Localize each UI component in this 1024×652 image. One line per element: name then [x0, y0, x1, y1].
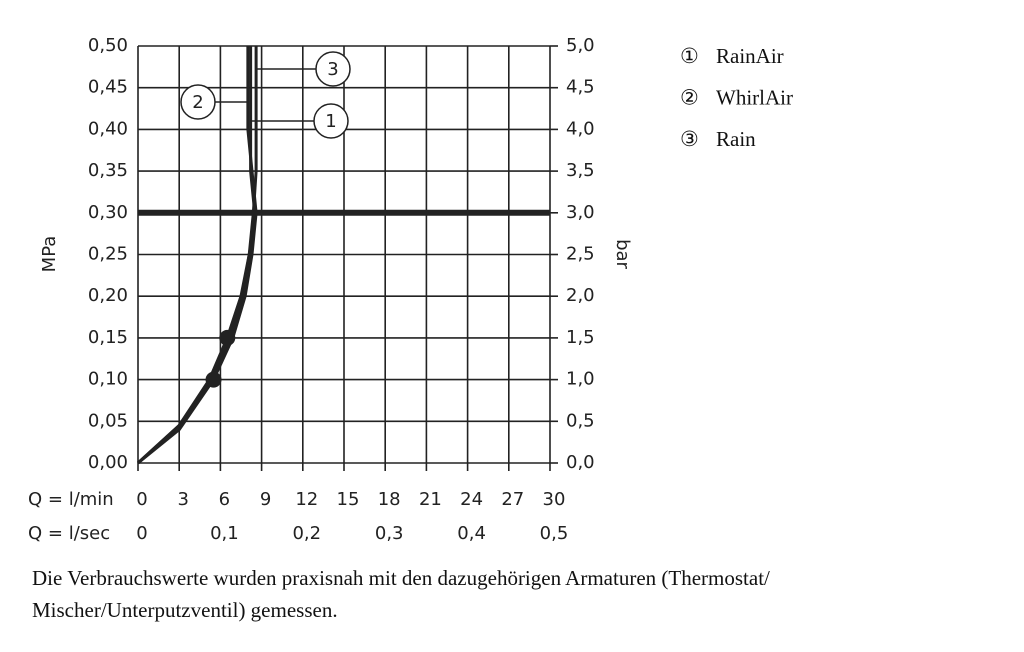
x2-tick-label: 0,2: [292, 523, 321, 544]
x2-tick-label: 0,1: [210, 523, 239, 544]
y2-tick-label: 3,0: [566, 202, 595, 223]
legend-symbol: ③: [680, 127, 699, 151]
x-tick-label: 21: [419, 489, 442, 510]
y-tick-label: 0,10: [88, 369, 128, 390]
note-line: Mischer/Unterputzventil) gemessen.: [32, 598, 338, 622]
callout-label: 3: [327, 59, 338, 80]
y-tick-label: 0,25: [88, 244, 128, 265]
x-tick-label: 9: [260, 489, 271, 510]
marker-point: [205, 371, 222, 388]
marker-point: [219, 329, 236, 346]
x-axis-label: Q = l/min: [28, 489, 114, 510]
legend-label: Rain: [716, 127, 756, 151]
y-tick-label: 0,00: [88, 452, 128, 473]
y2-axis-label: bar: [612, 239, 633, 269]
callout-circle: [313, 103, 349, 139]
x-tick-label: 3: [177, 489, 188, 510]
y-tick-label: 0,05: [88, 410, 128, 431]
callout-label: 2: [192, 92, 203, 113]
y2-tick-label: 4,0: [566, 118, 595, 139]
x-tick-label: 18: [378, 489, 401, 510]
callout-label: 1: [325, 111, 336, 132]
legend-label: WhirlAir: [716, 85, 793, 109]
y-axis-label: MPa: [39, 236, 60, 273]
x2-tick-label: 0,3: [375, 523, 404, 544]
x2-axis-label: Q = l/sec: [28, 523, 110, 544]
legend-symbol: ②: [680, 85, 699, 109]
y2-tick-label: 0,5: [566, 410, 595, 431]
series-line: [137, 46, 258, 465]
y2-tick-label: 2,0: [566, 285, 595, 306]
y2-tick-label: 2,5: [566, 244, 595, 265]
x2-tick-label: 0,4: [457, 523, 486, 544]
x2-tick-label: 0: [136, 523, 147, 544]
x-tick-label: 0: [136, 489, 147, 510]
callout-circle: [180, 84, 216, 120]
y2-tick-label: 1,0: [566, 369, 595, 390]
y-tick-label: 0,50: [88, 35, 128, 56]
y-tick-label: 0,40: [88, 118, 128, 139]
x-tick-label: 15: [337, 489, 360, 510]
x-tick-label: 24: [460, 489, 483, 510]
y-tick-label: 0,20: [88, 285, 128, 306]
y2-tick-label: 3,5: [566, 160, 595, 181]
x-tick-label: 27: [501, 489, 524, 510]
legend-symbol: ①: [680, 44, 699, 68]
y2-tick-label: 1,5: [566, 327, 595, 348]
x2-tick-label: 0,5: [540, 523, 569, 544]
y2-tick-label: 0,0: [566, 452, 595, 473]
y-tick-label: 0,30: [88, 202, 128, 223]
x-tick-label: 30: [543, 489, 566, 510]
y-tick-label: 0,35: [88, 160, 128, 181]
x-tick-label: 6: [219, 489, 230, 510]
y-tick-label: 0,15: [88, 327, 128, 348]
y2-tick-label: 4,5: [566, 77, 595, 98]
x-tick-label: 12: [295, 489, 318, 510]
series-line: [136, 46, 258, 465]
note-line: Die Verbrauchswerte wurden praxisnah mit…: [32, 566, 770, 590]
callout-circle: [315, 51, 351, 87]
y2-tick-label: 5,0: [566, 35, 595, 56]
y-tick-label: 0,45: [88, 77, 128, 98]
legend-label: RainAir: [716, 44, 784, 68]
